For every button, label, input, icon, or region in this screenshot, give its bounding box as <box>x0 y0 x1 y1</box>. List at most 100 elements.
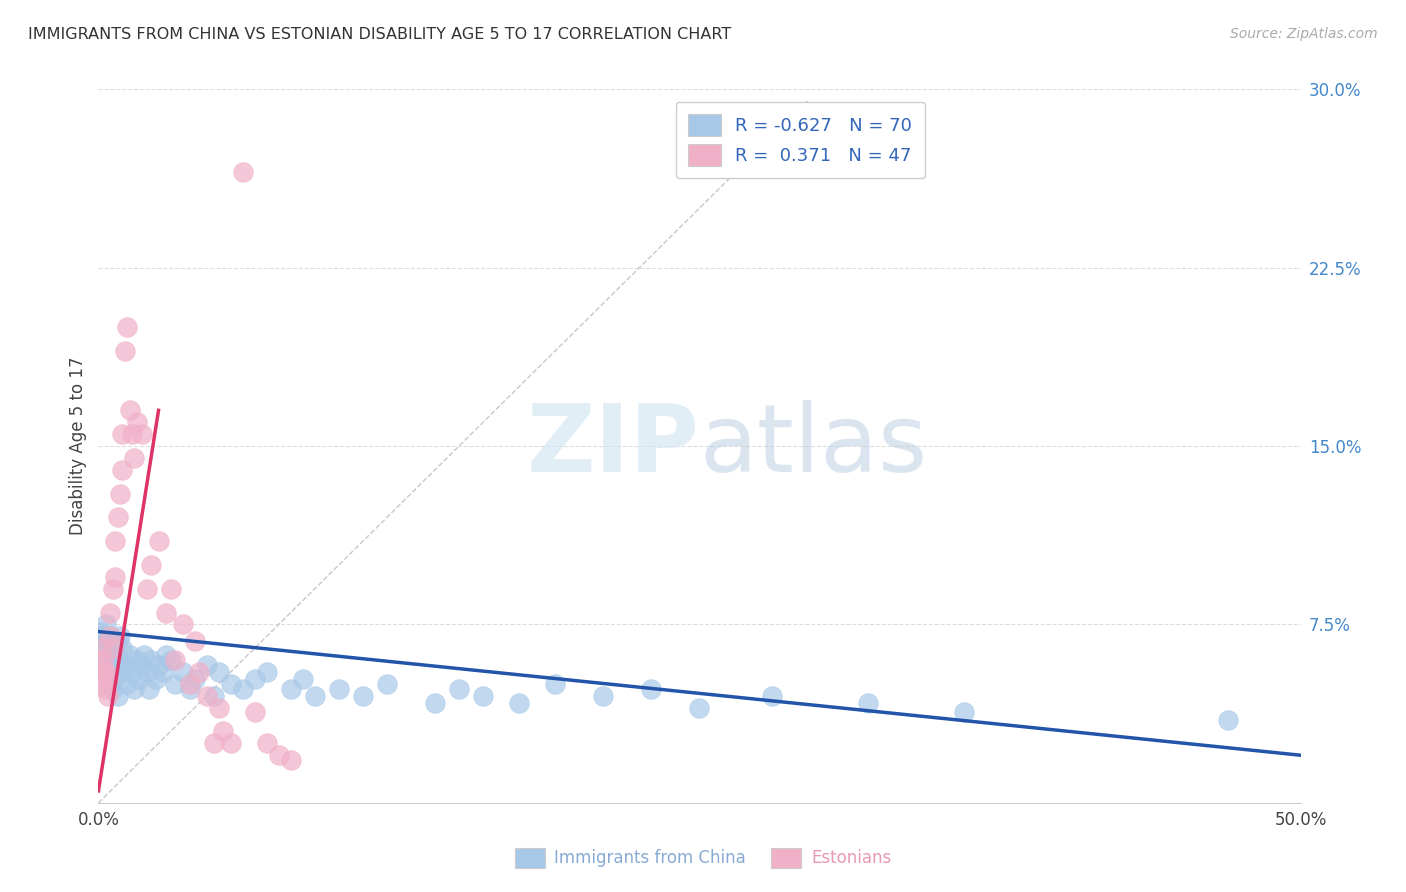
Point <box>183 672 205 686</box>
Point <box>856 696 879 710</box>
Point <box>202 736 225 750</box>
Point <box>195 657 218 672</box>
Point <box>152 665 174 679</box>
Point <box>138 681 160 696</box>
Point <box>165 653 187 667</box>
Point <box>689 700 711 714</box>
Point <box>508 696 530 710</box>
Point <box>232 681 254 696</box>
Point <box>544 677 567 691</box>
Point <box>132 648 155 663</box>
Point <box>280 753 302 767</box>
Point <box>97 689 120 703</box>
Point <box>104 534 127 549</box>
Point <box>90 665 112 679</box>
Point <box>114 343 136 358</box>
Point <box>165 677 187 691</box>
Point <box>953 706 976 720</box>
Point <box>172 665 194 679</box>
Text: Source: ZipAtlas.com: Source: ZipAtlas.com <box>1230 27 1378 41</box>
Legend: Immigrants from China, Estonians: Immigrants from China, Estonians <box>508 841 898 875</box>
Point <box>135 582 157 596</box>
Point <box>124 681 146 696</box>
Point <box>232 165 254 179</box>
Point <box>91 653 114 667</box>
Point <box>159 653 181 667</box>
Point <box>121 427 143 442</box>
Point <box>179 681 201 696</box>
Point <box>91 665 114 679</box>
Point <box>101 582 124 596</box>
Point <box>107 634 129 648</box>
Point <box>592 689 614 703</box>
Point <box>179 677 201 691</box>
Text: IMMIGRANTS FROM CHINA VS ESTONIAN DISABILITY AGE 5 TO 17 CORRELATION CHART: IMMIGRANTS FROM CHINA VS ESTONIAN DISABI… <box>28 27 731 42</box>
Point <box>148 534 170 549</box>
Point <box>131 657 153 672</box>
Point <box>291 672 314 686</box>
Point <box>125 415 148 429</box>
Point <box>141 558 163 572</box>
Point <box>97 665 120 679</box>
Point <box>91 629 114 643</box>
Point <box>94 681 117 696</box>
Point <box>111 641 134 656</box>
Point <box>94 657 117 672</box>
Point <box>256 665 278 679</box>
Point <box>94 665 117 679</box>
Point <box>108 486 131 500</box>
Point <box>640 681 662 696</box>
Point <box>159 582 181 596</box>
Point <box>328 681 350 696</box>
Point <box>243 672 266 686</box>
Point <box>107 689 129 703</box>
Point <box>148 657 170 672</box>
Point <box>423 696 446 710</box>
Point <box>155 648 177 663</box>
Point <box>141 653 163 667</box>
Point <box>131 427 153 442</box>
Point <box>219 736 242 750</box>
Point <box>172 617 194 632</box>
Point <box>107 657 129 672</box>
Point <box>472 689 495 703</box>
Point <box>97 672 120 686</box>
Point <box>100 629 122 643</box>
Point <box>135 665 157 679</box>
Point <box>208 700 231 714</box>
Point <box>761 689 783 703</box>
Y-axis label: Disability Age 5 to 17: Disability Age 5 to 17 <box>69 357 87 535</box>
Point <box>183 634 205 648</box>
Point <box>145 672 167 686</box>
Point <box>101 657 124 672</box>
Point <box>101 681 124 696</box>
Point <box>104 672 127 686</box>
Point <box>128 672 150 686</box>
Point <box>118 403 141 417</box>
Point <box>243 706 266 720</box>
Point <box>104 570 127 584</box>
Point <box>100 629 122 643</box>
Point <box>100 606 122 620</box>
Point <box>108 629 131 643</box>
Point <box>256 736 278 750</box>
Text: atlas: atlas <box>700 400 928 492</box>
Point <box>94 634 117 648</box>
Point <box>1218 713 1240 727</box>
Point <box>121 665 143 679</box>
Point <box>447 681 470 696</box>
Point <box>125 653 148 667</box>
Point <box>108 653 131 667</box>
Point <box>91 653 114 667</box>
Point <box>111 463 134 477</box>
Point <box>124 450 146 465</box>
Point <box>89 653 111 667</box>
Point <box>104 646 127 660</box>
Point <box>97 641 120 656</box>
Point <box>375 677 398 691</box>
Point <box>100 677 122 691</box>
Point <box>155 606 177 620</box>
Point <box>280 681 302 696</box>
Point <box>89 634 111 648</box>
Point <box>208 665 231 679</box>
